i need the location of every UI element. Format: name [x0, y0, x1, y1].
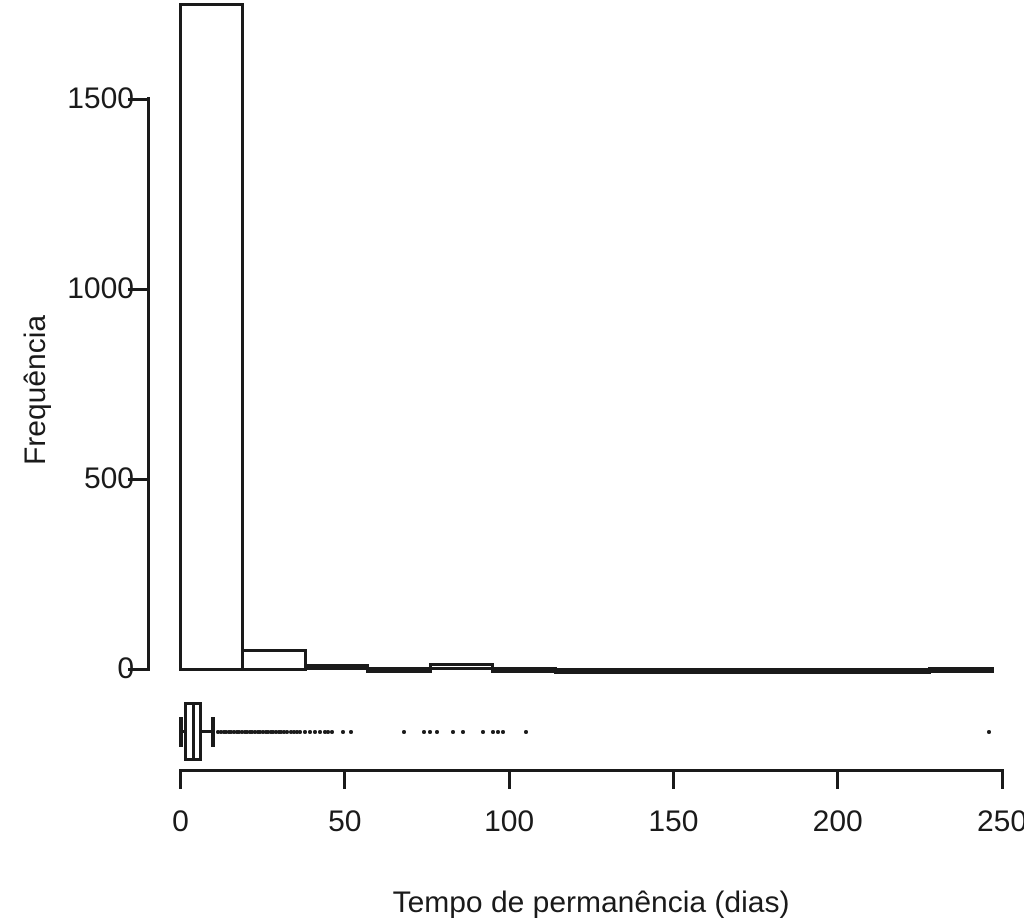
histogram-bar [740, 667, 807, 674]
x-tick-label: 0 [172, 805, 189, 838]
outlier-dot [451, 729, 456, 734]
outlier-dot [226, 729, 231, 734]
outlier-dot [218, 729, 223, 734]
outlier-dot [253, 729, 258, 734]
y-tick [128, 667, 150, 671]
outlier-dot [313, 729, 318, 734]
outlier-dot [308, 729, 313, 734]
boxplot-lower-whisker-line [180, 730, 186, 733]
histogram-bar [241, 648, 307, 671]
outlier-dot [229, 729, 234, 734]
outlier-dot [434, 729, 439, 734]
x-tick [671, 769, 675, 789]
outlier-dot [266, 729, 271, 734]
y-axis-title: Frequência [19, 314, 52, 466]
y-tick-label: 1500 [67, 82, 134, 115]
x-tick [507, 769, 511, 789]
histogram-bar [553, 667, 620, 674]
outlier-dot [329, 729, 334, 734]
y-axis-line [147, 97, 150, 671]
outlier-dot [271, 729, 276, 734]
outlier-dot [260, 729, 265, 734]
outlier-dot [268, 729, 273, 734]
x-tick-label: 150 [648, 805, 699, 838]
outlier-dot [401, 729, 406, 734]
outlier-dot [326, 729, 331, 734]
outlier-dot [263, 729, 268, 734]
outlier-dot [279, 729, 284, 734]
boxplot-upper-whisker-line [200, 730, 214, 733]
outlier-dot [298, 729, 303, 734]
outlier-dot [490, 729, 495, 734]
histogram-bar [491, 666, 557, 673]
outlier-dot [421, 729, 426, 734]
outlier-dot [232, 729, 237, 734]
outlier-dot [224, 729, 229, 734]
histogram-bar [678, 667, 744, 674]
outlier-dot [245, 729, 250, 734]
outlier-dot [349, 729, 354, 734]
x-tick-label: 50 [328, 805, 362, 838]
y-tick [128, 287, 150, 291]
outlier-dot [221, 729, 226, 734]
x-tick [179, 769, 182, 789]
y-tick-label: 1000 [67, 272, 134, 305]
outlier-dot [234, 729, 239, 734]
x-tick-label: 250 [976, 805, 1024, 838]
outlier-dot [523, 729, 528, 734]
histogram-bar [366, 666, 432, 673]
outlier-dot [461, 729, 466, 734]
outlier-dot [239, 729, 244, 734]
x-tick-label: 100 [484, 805, 535, 838]
histogram-bar [428, 662, 495, 671]
y-tick [128, 477, 150, 481]
y-tick-label: 500 [83, 462, 134, 495]
outlier-dot [480, 729, 485, 734]
outlier-dot [495, 729, 500, 734]
x-tick [1000, 769, 1004, 789]
outlier-dot [250, 729, 255, 734]
outlier-dot [216, 729, 221, 734]
outlier-dot [318, 729, 323, 734]
outlier-dot [288, 729, 293, 734]
histogram-bar [616, 667, 682, 674]
outlier-dot [247, 729, 252, 734]
histogram-bar [928, 667, 994, 674]
x-axis-title: Tempo de permanência (dias) [392, 886, 790, 919]
outlier-dot [303, 729, 308, 734]
x-axis-line [179, 769, 1004, 772]
y-tick [128, 97, 150, 101]
outlier-dot [258, 729, 263, 734]
outlier-dot [282, 729, 286, 734]
histogram-bar [179, 2, 245, 671]
histogram-bar [303, 663, 370, 671]
outlier-dot [276, 729, 281, 734]
outlier-dot [237, 729, 242, 734]
outlier-dot [291, 729, 296, 734]
outlier-dot [341, 729, 346, 734]
outlier-dot [274, 729, 279, 734]
y-tick-label: 0 [117, 652, 134, 685]
outlier-dot [323, 729, 328, 734]
x-tick-label: 200 [812, 805, 863, 838]
outlier-dot [285, 729, 290, 734]
x-tick [836, 769, 840, 789]
outlier-dot [255, 729, 260, 734]
histogram-bar [865, 667, 932, 674]
boxplot-lower-whisker-cap [178, 716, 183, 747]
outlier-dot [295, 729, 300, 734]
outlier-dot [500, 729, 505, 734]
x-tick [343, 769, 347, 789]
outlier-dot [242, 729, 247, 734]
boxplot-upper-whisker-cap [211, 716, 216, 747]
outlier-dot [986, 729, 991, 734]
histogram-bar [803, 667, 869, 674]
outlier-dot [428, 729, 433, 734]
boxplot-median-line [192, 701, 196, 761]
